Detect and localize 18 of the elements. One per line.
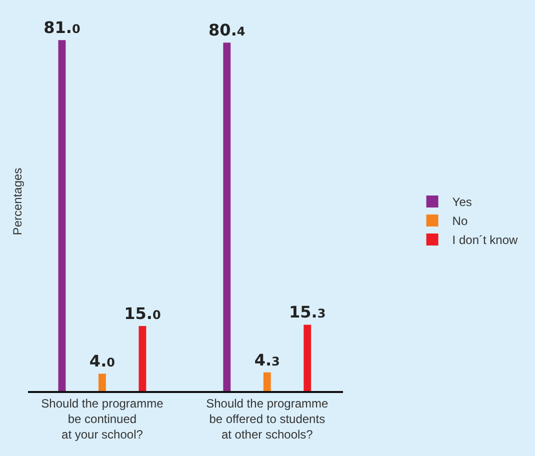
data-label: 80.4 bbox=[208, 20, 246, 40]
legend-label: I don´t know bbox=[452, 233, 518, 248]
bar bbox=[138, 326, 146, 391]
legend-label: No bbox=[452, 214, 468, 228]
bar bbox=[58, 40, 66, 391]
data-label: 81.0 bbox=[44, 18, 80, 38]
bar bbox=[98, 374, 106, 391]
legend-label: Yes bbox=[452, 195, 472, 210]
data-label: 15.0 bbox=[124, 304, 161, 324]
data-label: 4.3 bbox=[254, 350, 280, 370]
bar bbox=[223, 42, 231, 391]
data-label: 15.3 bbox=[289, 302, 326, 322]
bar bbox=[263, 372, 271, 391]
bar bbox=[304, 324, 312, 391]
x-tick-label: Should the programme be offered to students at other schools? bbox=[206, 396, 328, 442]
y-axis-title: Percentages bbox=[10, 168, 24, 236]
x-tick-label: Should the programme be continued at your school? bbox=[41, 396, 164, 442]
data-label: 4.0 bbox=[89, 352, 116, 371]
